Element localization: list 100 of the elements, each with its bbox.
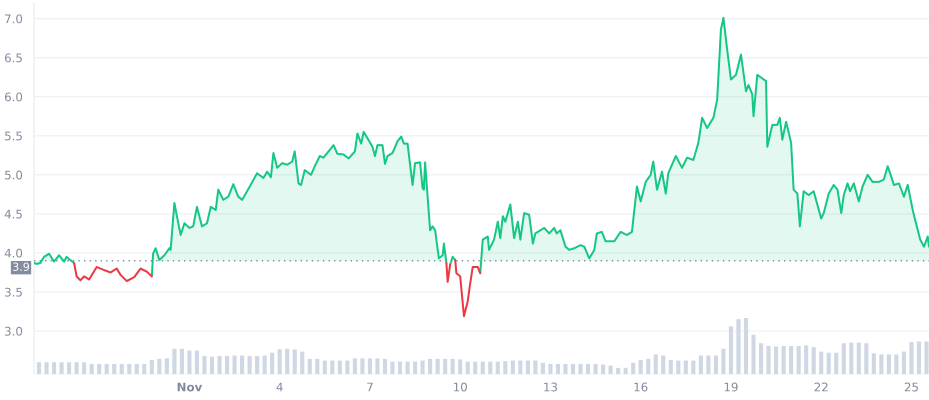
bar	[285, 348, 290, 374]
bar	[812, 347, 816, 374]
bar	[706, 356, 710, 374]
bar	[194, 350, 200, 374]
y-tick-label: 4.0	[4, 248, 22, 258]
bar	[744, 318, 748, 374]
bar	[308, 358, 312, 374]
bar	[721, 348, 726, 374]
bar	[142, 364, 146, 374]
bar	[796, 346, 801, 374]
bar	[616, 368, 620, 374]
bar	[586, 364, 590, 374]
bar	[210, 356, 214, 374]
bar	[540, 362, 545, 374]
bar	[473, 362, 478, 374]
bar	[368, 358, 372, 374]
bar	[255, 356, 260, 374]
bar	[488, 362, 492, 374]
x-tick-label: Nov	[178, 382, 202, 392]
y-tick-label: 6.0	[4, 92, 22, 102]
bar	[879, 354, 884, 374]
bar	[608, 366, 613, 374]
x-tick-label: 22	[814, 382, 828, 392]
bar	[420, 360, 425, 374]
bar	[728, 326, 734, 374]
bar	[916, 342, 922, 374]
bar	[691, 360, 696, 374]
bar	[412, 362, 418, 374]
bar	[751, 334, 756, 374]
bar	[120, 364, 124, 374]
bar	[909, 342, 914, 374]
bar	[172, 348, 176, 374]
bar	[518, 360, 522, 374]
bar	[834, 352, 838, 374]
bar	[480, 362, 485, 374]
y-tick-label: 3.5	[5, 288, 22, 297]
bar	[443, 358, 448, 374]
bar	[300, 352, 304, 374]
bar	[782, 346, 786, 374]
bar	[856, 342, 861, 374]
bar	[804, 345, 808, 374]
bar	[345, 360, 350, 374]
bar	[624, 368, 628, 374]
x-tick-label: 19	[724, 382, 738, 392]
bar	[52, 362, 56, 374]
bar	[533, 360, 538, 374]
bar	[262, 356, 267, 374]
y-tick-label: 7.0	[5, 14, 22, 24]
bar	[224, 356, 230, 374]
bar	[150, 360, 154, 374]
bar	[826, 352, 831, 374]
bar	[398, 362, 402, 374]
bar	[67, 362, 72, 374]
y-tick-label: 6.5	[4, 53, 22, 62]
bar	[466, 362, 470, 374]
bar	[36, 362, 42, 374]
bar	[864, 343, 868, 374]
bar	[631, 362, 636, 374]
bar	[646, 358, 650, 374]
bar	[187, 350, 192, 374]
bar	[819, 352, 824, 374]
bar	[97, 364, 102, 374]
bar	[736, 319, 741, 374]
bar	[330, 360, 334, 374]
bar	[157, 358, 162, 374]
bar	[405, 362, 410, 374]
bar	[570, 364, 576, 374]
bar	[894, 354, 898, 374]
bar	[164, 358, 169, 374]
x-tick-label: 13	[544, 382, 558, 392]
bar	[360, 358, 364, 374]
bar	[654, 354, 658, 374]
y-tick-label: 3.0	[5, 326, 22, 336]
bar	[44, 362, 49, 374]
ref-line-label: 3.9	[13, 262, 30, 271]
bar	[563, 364, 568, 374]
bar	[496, 362, 500, 374]
bar	[232, 356, 237, 374]
bar	[315, 358, 320, 374]
bar	[322, 360, 327, 374]
bar	[278, 349, 282, 374]
bar	[556, 364, 560, 374]
bar	[104, 364, 109, 374]
bar	[390, 362, 395, 374]
bar	[428, 358, 432, 374]
bar	[82, 362, 86, 374]
bar	[668, 360, 673, 374]
bar	[127, 364, 132, 374]
bar	[902, 352, 906, 374]
x-tick-label: 4	[276, 382, 283, 392]
bar	[758, 343, 764, 374]
bar	[842, 343, 846, 374]
bar	[338, 360, 342, 374]
bar	[382, 358, 388, 374]
x-tick-label: 25	[904, 382, 918, 392]
bar	[661, 356, 666, 374]
bar	[774, 346, 778, 374]
bar	[766, 346, 771, 374]
bar	[60, 362, 64, 374]
bar	[578, 364, 583, 374]
